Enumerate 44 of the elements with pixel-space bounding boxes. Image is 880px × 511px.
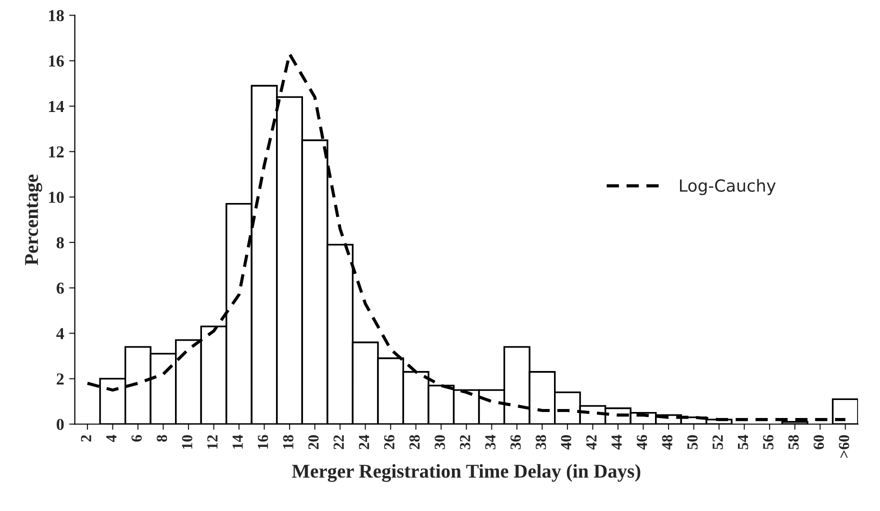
x-tick-label: 2 [80,435,92,442]
x-tick-label: 16 [258,434,268,449]
x-tick-label: >60 [838,435,850,458]
x-tick-label: 26 [384,434,394,450]
x-tick-label: 46 [636,434,648,450]
x-tick-label: 36 [510,434,521,450]
x-tick-label: 60 [814,435,824,450]
x-tick-label: 54 [738,434,748,450]
x-tick-label: 44 [612,434,622,450]
y-tick-label: 8 [56,237,64,248]
y-axis-title: Percentage [25,174,42,266]
x-tick-label: 58 [788,435,799,450]
x-tick-label: 12 [207,435,218,449]
x-tick-label: 52 [712,435,723,450]
x-tick-label: 48 [662,435,672,450]
y-tick-label: 0 [56,418,64,430]
y-tick-label: 16 [49,56,64,67]
x-tick-label: 10 [182,435,192,449]
x-tick-label: 14 [232,434,243,449]
legend-label: Log-Cauchy [680,178,776,196]
y-tick-label: 4 [56,328,64,340]
x-tick-label: 34 [485,434,496,450]
y-tick-label: 10 [49,192,64,203]
x-tick-label: 40 [560,435,572,450]
x-tick-label: 38 [536,435,546,450]
x-tick-label: 4 [106,434,116,442]
x-tick-label: 8 [156,435,168,442]
x-tick-label: 30 [434,435,445,450]
x-tick-label: 22 [334,435,344,450]
x-tick-label: 42 [586,435,596,450]
x-tick-label: 24 [358,434,370,450]
y-tick-label: 14 [49,100,64,112]
y-tick-label: 2 [56,373,64,384]
x-tick-label: 32 [460,435,470,450]
x-tick-label: 50 [687,435,698,450]
y-tick-label: 12 [49,146,64,158]
x-tick-label: 28 [409,435,420,450]
x-tick-label: 56 [763,434,774,450]
x-tick-label: 20 [308,435,319,450]
x-tick-label: 6 [132,434,142,442]
y-tick-label: 18 [49,10,64,22]
x-axis-title: Merger Registration Time Delay (in Days) [292,464,640,482]
y-tick-label: 6 [56,282,64,294]
x-tick-label: 18 [283,435,294,449]
